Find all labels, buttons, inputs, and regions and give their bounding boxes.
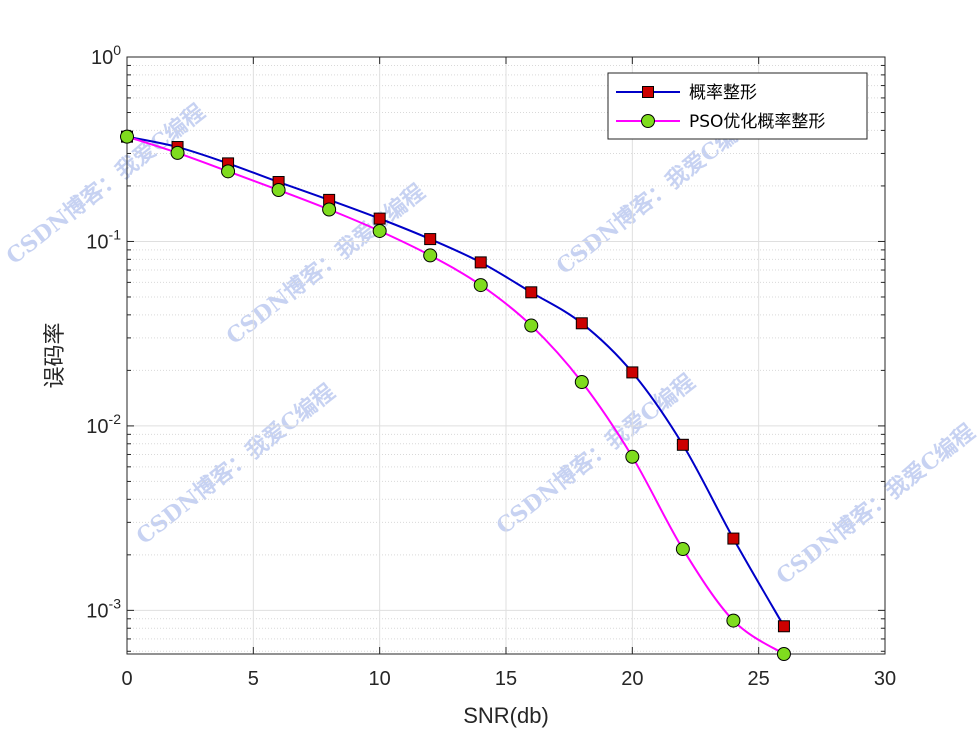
y-axis-label: 误码率 <box>42 322 67 388</box>
y-tick-base: 10 <box>86 600 108 622</box>
series-2-point <box>726 613 741 628</box>
series-1-point <box>727 532 740 545</box>
series-2-point <box>524 318 539 333</box>
series-2-point <box>625 449 640 464</box>
x-tick-label: 25 <box>748 668 770 690</box>
series-1-point <box>474 256 487 269</box>
y-tick-exponent: -1 <box>109 226 122 242</box>
series-1-point <box>373 212 386 225</box>
series-2-point <box>423 248 438 263</box>
x-tick-label: 10 <box>369 668 391 690</box>
y-tick-exponent: -3 <box>109 595 122 611</box>
y-tick-label: 10-3 <box>86 595 121 622</box>
legend-marker-2 <box>641 114 655 128</box>
series-2-point <box>372 223 387 238</box>
y-tick-base: 10 <box>86 231 108 253</box>
series-1-point <box>626 366 639 379</box>
series-2-point <box>170 145 185 160</box>
x-tick-label: 5 <box>248 668 259 690</box>
x-tick-label: 20 <box>621 668 643 690</box>
series-2-point <box>271 183 286 198</box>
y-tick-label: 100 <box>91 42 121 69</box>
series-1-point <box>676 438 689 451</box>
legend-label-2: PSO优化概率整形 <box>689 112 825 132</box>
major-grid <box>126 56 886 654</box>
x-tick-label: 30 <box>874 668 896 690</box>
series-1-point <box>575 317 588 330</box>
axis-ticks <box>126 56 886 654</box>
legend-box <box>607 72 868 140</box>
series-2-point <box>776 647 791 661</box>
series-1-point <box>777 620 790 633</box>
y-tick-label: 10-2 <box>86 411 121 438</box>
series-1-point <box>424 233 437 246</box>
x-tick-label: 15 <box>495 668 517 690</box>
watermark-layer: CSDN博客：我爱C编程 CSDN博客：我爱C编程CSDN博客：我爱C编程CSDN… <box>2 99 980 590</box>
legend-marker-1 <box>642 86 654 98</box>
series-2-point <box>322 202 337 217</box>
series-2-point <box>574 375 589 390</box>
y-tick-base: 10 <box>86 416 108 438</box>
x-axis-label: SNR(db) <box>463 703 549 728</box>
series-1-point <box>525 286 538 299</box>
y-tick-exponent: 0 <box>113 42 121 58</box>
watermark-text: CSDN博客：我爱C编程 <box>772 419 980 590</box>
watermark-text: CSDN博客：我爱C编程 <box>132 379 340 550</box>
legend: 概率整形 PSO优化概率整形 <box>607 72 868 140</box>
series-2-point <box>473 278 488 293</box>
series-2-point <box>221 164 236 179</box>
series-markers <box>120 129 791 661</box>
x-tick-labels: 0 5 10 15 20 25 30 <box>121 668 896 690</box>
y-tick-base: 10 <box>91 47 113 69</box>
x-tick-label: 0 <box>121 668 132 690</box>
y-tick-exponent: -2 <box>109 411 122 427</box>
series-2-point <box>675 542 690 557</box>
legend-label-1: 概率整形 <box>689 83 757 103</box>
series-2-point <box>120 129 134 144</box>
y-tick-label: 10-1 <box>86 226 121 253</box>
